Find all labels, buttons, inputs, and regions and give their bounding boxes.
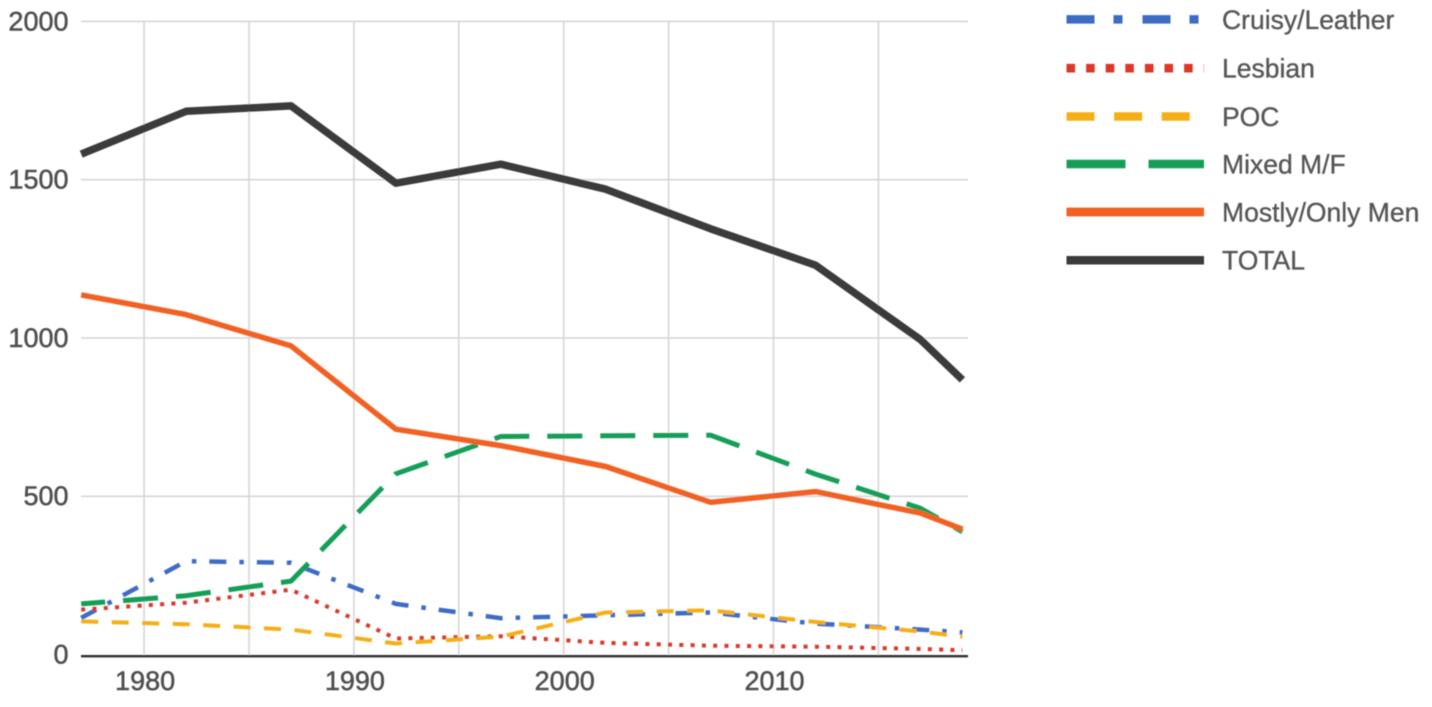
- svg-text:2000: 2000: [8, 6, 68, 36]
- svg-text:Cruisy/Leather: Cruisy/Leather: [1222, 5, 1395, 35]
- svg-text:Lesbian: Lesbian: [1222, 54, 1315, 84]
- svg-text:POC: POC: [1222, 102, 1279, 132]
- svg-text:1000: 1000: [8, 323, 68, 353]
- svg-text:1990: 1990: [325, 666, 385, 696]
- svg-text:2010: 2010: [744, 666, 804, 696]
- svg-text:2000: 2000: [535, 666, 595, 696]
- svg-text:500: 500: [23, 481, 68, 511]
- svg-text:TOTAL: TOTAL: [1222, 246, 1305, 276]
- svg-text:1500: 1500: [8, 165, 68, 195]
- svg-text:1980: 1980: [115, 666, 175, 696]
- svg-text:Mostly/Only Men: Mostly/Only Men: [1222, 197, 1419, 227]
- svg-text:0: 0: [53, 640, 68, 670]
- svg-text:Mixed M/F: Mixed M/F: [1222, 149, 1346, 179]
